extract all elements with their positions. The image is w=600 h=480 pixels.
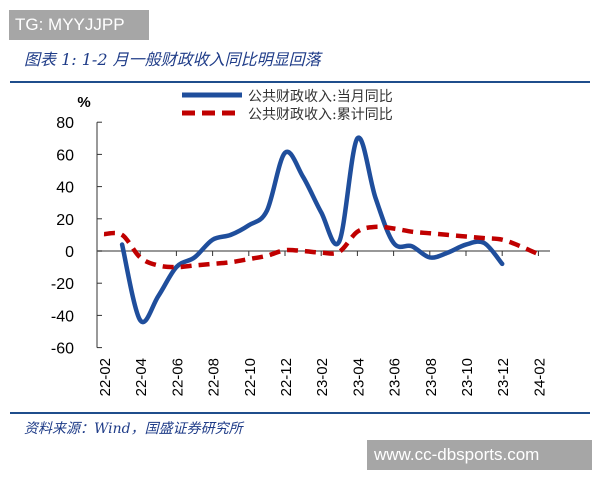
source-note: 资料来源：Wind，国盛证券研究所 <box>24 421 243 437</box>
x-tick-label: 22-08 <box>206 358 223 396</box>
y-tick-label: 60 <box>56 147 74 164</box>
y-tick-label: -60 <box>51 341 74 358</box>
y-tick-label: -40 <box>51 308 74 325</box>
title-divider <box>10 81 590 83</box>
chart-title: 图表 1: 1-2 月一般财政收入同比明显回落 <box>24 50 321 69</box>
y-tick-label: 80 <box>56 115 74 132</box>
legend-label-1: 公共财政收入:当月同比 <box>248 89 393 105</box>
y-tick-label: 40 <box>56 180 74 197</box>
x-tick-label: 24-02 <box>531 358 548 396</box>
watermark-bottom: www.cc-dbsports.com <box>367 440 592 470</box>
x-tick-label: 23-02 <box>314 358 331 396</box>
series-line-1 <box>119 135 505 325</box>
x-tick-label: 23-04 <box>350 358 367 396</box>
x-tick-label: 22-02 <box>97 358 114 396</box>
series-line-2 <box>103 224 540 270</box>
x-tick-label: 22-04 <box>133 358 150 396</box>
x-tick-label: 22-10 <box>242 358 259 396</box>
legend-label-2: 公共财政收入:累计同比 <box>248 107 393 123</box>
x-tick-label: 23-06 <box>387 358 404 396</box>
x-tick-label: 22-12 <box>278 358 295 396</box>
source-divider <box>10 412 590 414</box>
watermark-top: TG: MYYJJPP <box>9 10 149 40</box>
y-tick-label: 0 <box>65 244 74 261</box>
y-axis-unit: % <box>77 94 90 111</box>
x-tick-label: 23-08 <box>423 358 440 396</box>
x-tick-label: 22-06 <box>169 358 186 396</box>
y-tick-label: -20 <box>51 276 74 293</box>
x-tick-label: 23-12 <box>495 358 512 396</box>
x-tick-label: 23-10 <box>459 358 476 396</box>
y-tick-label: 20 <box>56 212 74 229</box>
